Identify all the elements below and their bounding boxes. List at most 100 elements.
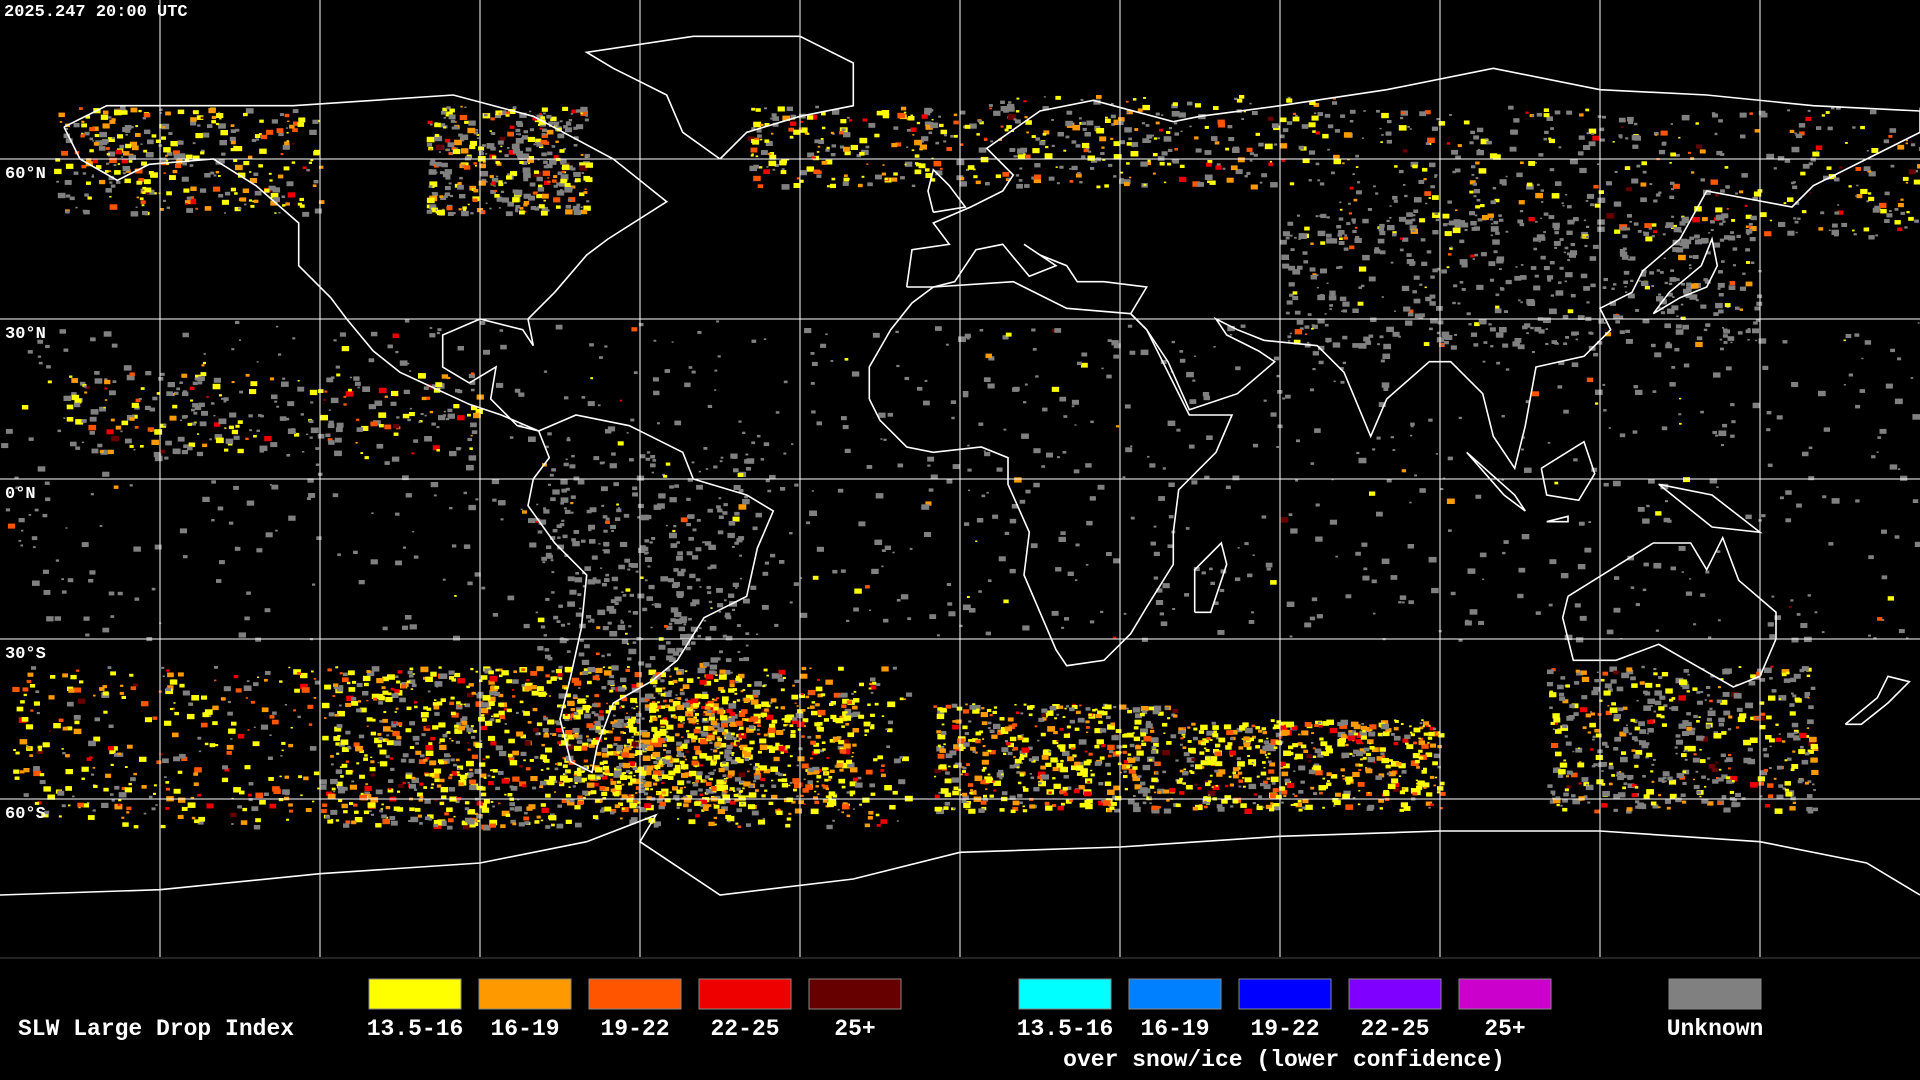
cloud-pixel (972, 708, 980, 714)
cloud-pixel (593, 782, 599, 787)
cloud-pixel (385, 697, 393, 703)
cloud-pixel (749, 747, 754, 750)
cloud-pixel (1580, 670, 1587, 675)
cloud-pixel (274, 212, 277, 214)
cloud-pixel (1016, 766, 1020, 769)
cloud-pixel (730, 770, 734, 773)
cloud-pixel (1425, 724, 1431, 728)
cloud-pixel (1765, 735, 1772, 740)
cloud-pixel (1686, 690, 1690, 693)
cloud-pixel (1106, 808, 1113, 812)
cloud-pixel (475, 670, 479, 673)
cloud-pixel (434, 161, 442, 167)
cloud-pixel (478, 150, 483, 153)
cloud-pixel (851, 755, 854, 758)
cloud-pixel (419, 795, 424, 799)
cloud-pixel (593, 702, 601, 708)
cloud-pixel (616, 780, 622, 784)
cloud-pixel (457, 773, 461, 777)
cloud-pixel (1174, 148, 1178, 151)
cloud-pixel (1421, 719, 1424, 722)
cloud-pixel (1799, 732, 1807, 738)
cloud-pixel (863, 721, 871, 727)
cloud-pixel (786, 158, 790, 161)
cloud-pixel (1013, 118, 1017, 121)
cloud-pixel (1700, 736, 1708, 742)
cloud-pixel (1393, 727, 1399, 731)
cloud-pixel (281, 749, 284, 752)
cloud-pixel (585, 710, 590, 713)
cloud-pixel (577, 698, 586, 704)
cloud-pixel (1341, 752, 1350, 758)
cloud-pixel (1660, 715, 1665, 719)
cloud-pixel (148, 795, 153, 799)
cloud-pixel (1312, 747, 1316, 750)
cloud-pixel (1433, 784, 1436, 787)
cloud-pixel (1406, 744, 1414, 750)
cloud-pixel (1352, 754, 1356, 757)
cloud-pixel (177, 814, 184, 819)
cloud-pixel (1600, 763, 1603, 766)
cloud-pixel (29, 684, 36, 688)
cloud-pixel (713, 769, 717, 772)
cloud-pixel (1243, 736, 1250, 741)
cloud-pixel (594, 723, 602, 728)
cloud-pixel (559, 149, 565, 153)
cloud-pixel (734, 798, 739, 802)
cloud-pixel (1294, 794, 1298, 798)
cloud-pixel (387, 674, 395, 680)
cloud-pixel (734, 777, 741, 782)
cloud-pixel (554, 767, 559, 771)
cloud-pixel (559, 120, 563, 123)
cloud-pixel (995, 174, 1001, 179)
cloud-pixel (1269, 807, 1275, 812)
cloud-pixel (513, 670, 517, 673)
cloud-pixel (1141, 740, 1144, 742)
cloud-pixel (570, 113, 574, 115)
cloud-pixel (1361, 722, 1364, 725)
cloud-pixel (1632, 144, 1639, 149)
cloud-pixel (684, 772, 692, 778)
cloud-pixel (1037, 775, 1042, 780)
cloud-pixel (135, 133, 141, 137)
cloud-pixel (1331, 171, 1335, 175)
cloud-pixel (1720, 753, 1726, 758)
cloud-pixel (1549, 690, 1554, 694)
cloud-pixel (621, 794, 628, 799)
cloud-pixel (1266, 777, 1271, 780)
cloud-pixel (1270, 776, 1279, 783)
cloud-pixel (1380, 752, 1385, 756)
cloud-pixel (1065, 135, 1070, 139)
cloud-pixel (745, 795, 749, 798)
cloud-pixel (488, 781, 494, 786)
cloud-pixel (794, 783, 802, 789)
cloud-pixel (248, 199, 252, 202)
cloud-pixel (969, 705, 977, 710)
cloud-pixel (433, 823, 439, 828)
cloud-pixel (1314, 748, 1322, 754)
cloud-pixel (1281, 801, 1284, 804)
cloud-pixel (475, 701, 484, 707)
cloud-pixel (973, 168, 976, 171)
cloud-pixel (1019, 167, 1023, 170)
cloud-pixel (370, 756, 373, 758)
cloud-pixel (818, 139, 825, 144)
cloud-pixel (1157, 137, 1161, 140)
cloud-pixel (871, 724, 875, 727)
cloud-pixel (1031, 135, 1036, 138)
cloud-pixel (1393, 742, 1399, 746)
cloud-pixel (50, 675, 56, 679)
cloud-pixel (1071, 765, 1078, 771)
cloud-pixel (684, 746, 687, 749)
cloud-pixel (1102, 706, 1106, 709)
cloud-pixel (1063, 792, 1069, 796)
cloud-pixel (1131, 773, 1137, 777)
cloud-pixel (497, 140, 504, 145)
cloud-pixel (705, 755, 713, 761)
cloud-pixel (613, 714, 616, 717)
cloud-pixel (642, 732, 650, 738)
cloud-pixel (1551, 743, 1559, 748)
cloud-pixel (610, 780, 617, 785)
cloud-pixel (371, 718, 376, 722)
cloud-pixel (359, 794, 367, 801)
